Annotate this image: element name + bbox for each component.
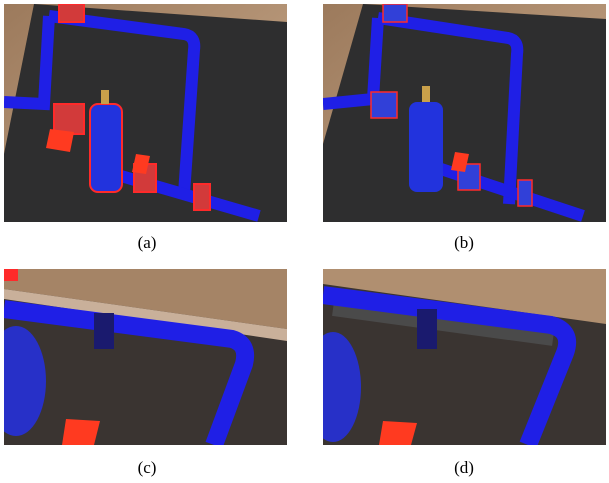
red-handle-left bbox=[46, 129, 74, 152]
pipe-scene-b bbox=[323, 4, 606, 222]
photo-panel-b bbox=[323, 4, 606, 222]
valve-left bbox=[370, 91, 398, 119]
wall-background bbox=[323, 269, 606, 324]
caption-a: (a) bbox=[137, 233, 157, 252]
caption-c: (c) bbox=[137, 458, 157, 477]
caption-b: (b) bbox=[454, 233, 474, 252]
pipe-closeup-c bbox=[4, 269, 287, 445]
filter-tank bbox=[89, 103, 123, 193]
wall-background bbox=[4, 269, 287, 329]
red-handle bbox=[379, 421, 417, 445]
tank-cap bbox=[101, 90, 109, 104]
pipe-elbow bbox=[4, 300, 255, 445]
filter-tank bbox=[323, 332, 361, 442]
caption-d: (d) bbox=[454, 458, 474, 477]
coupling-right bbox=[517, 179, 533, 207]
photo-panel-c bbox=[4, 269, 287, 445]
photo-panel-d bbox=[323, 269, 606, 445]
tank-cap bbox=[422, 86, 430, 102]
pipe-clamp bbox=[417, 309, 437, 349]
valve-left bbox=[53, 103, 85, 135]
coupling-right bbox=[193, 183, 211, 211]
red-marker bbox=[4, 269, 18, 281]
filter-tank bbox=[4, 326, 46, 436]
pipe-closeup-d bbox=[323, 269, 606, 445]
physical-pipe bbox=[332, 302, 554, 346]
board bbox=[4, 4, 287, 222]
red-handle-bottom bbox=[451, 152, 469, 172]
red-handle-bottom bbox=[132, 154, 150, 174]
valve-top bbox=[382, 4, 408, 23]
pipe-elbow bbox=[323, 286, 577, 445]
valve-top bbox=[58, 4, 85, 23]
red-handle bbox=[62, 419, 100, 445]
pipe-clamp bbox=[94, 313, 114, 349]
pipe-network bbox=[4, 4, 261, 222]
filter-tank bbox=[409, 102, 443, 192]
board bbox=[323, 4, 606, 222]
photo-panel-a bbox=[4, 4, 287, 222]
pipe-network bbox=[323, 4, 585, 222]
pipe-scene-a bbox=[4, 4, 287, 222]
